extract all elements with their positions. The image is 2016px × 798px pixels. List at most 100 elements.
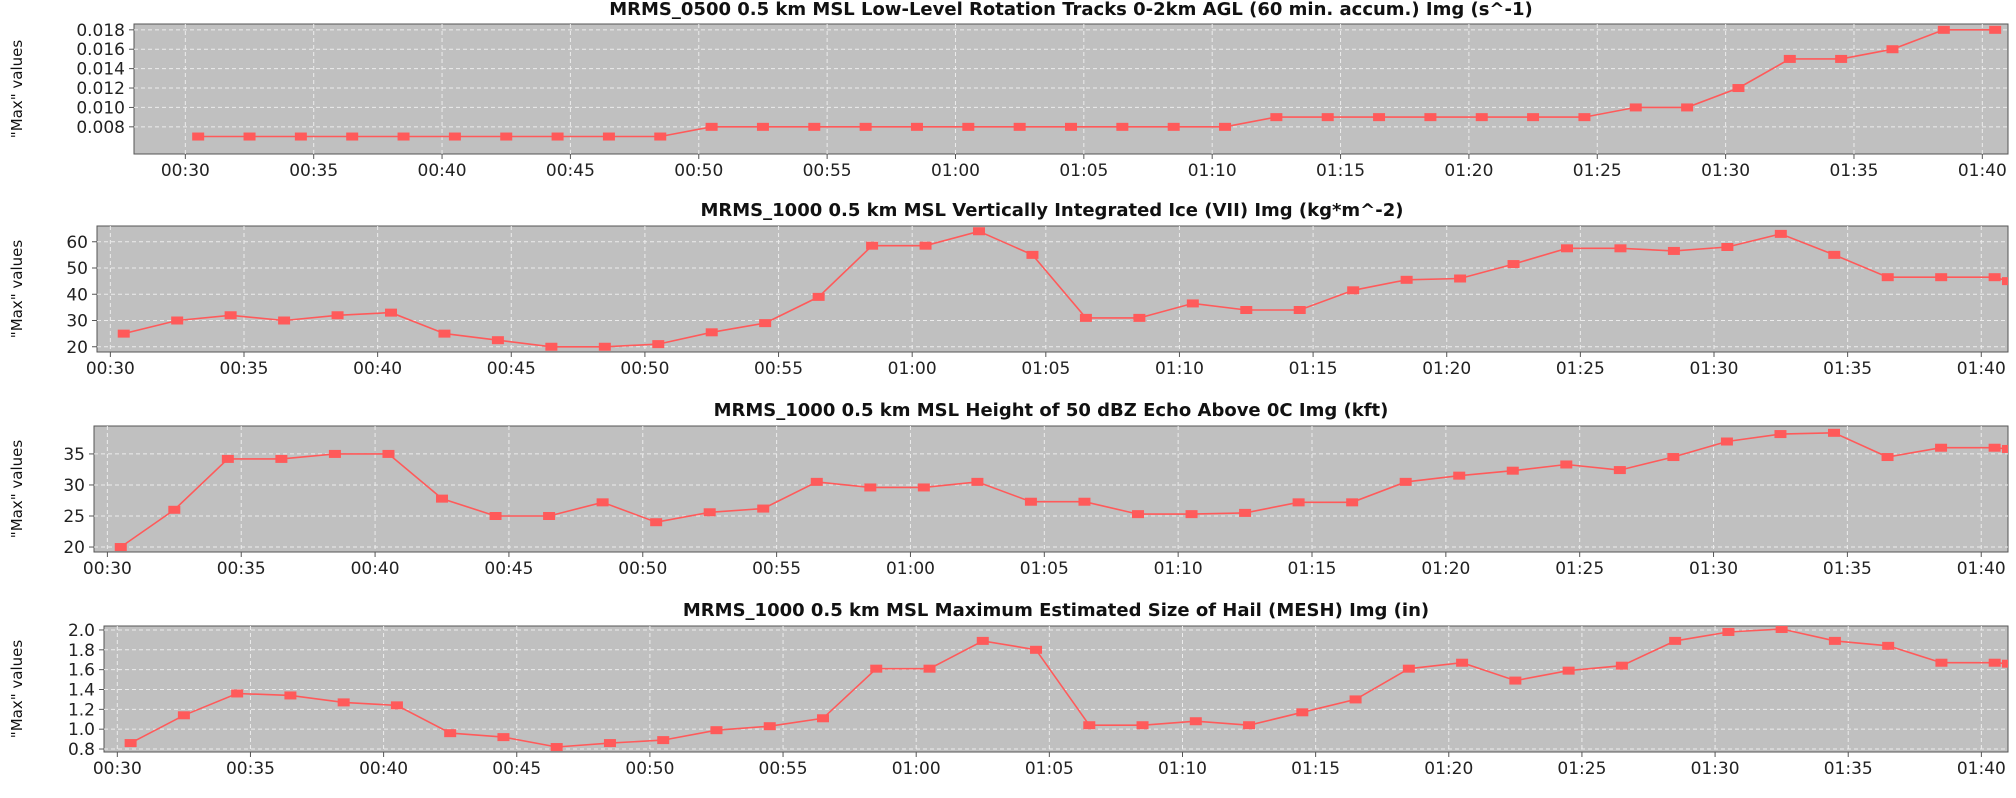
x-tick-label: 01:15 <box>1288 559 1337 579</box>
data-point <box>1078 497 1091 506</box>
series-1 <box>192 25 2002 141</box>
data-point <box>1185 510 1198 519</box>
x-tick-label: 00:45 <box>484 559 533 579</box>
data-point <box>1669 636 1682 645</box>
data-point <box>1509 676 1522 685</box>
data-point <box>192 132 205 141</box>
data-point <box>436 494 448 503</box>
x-tick-label: 01:20 <box>1444 161 1493 181</box>
data-point <box>1065 122 1077 131</box>
x-tick-label: 01:15 <box>1291 759 1340 779</box>
y-tick-label: 1.6 <box>68 661 95 681</box>
data-point <box>1828 636 1841 645</box>
data-point <box>602 132 615 141</box>
data-point <box>1835 54 1848 63</box>
data-point <box>1373 113 1386 122</box>
data-point <box>1935 658 1948 667</box>
data-point <box>654 132 667 141</box>
x-tick-label: 00:40 <box>351 559 400 579</box>
x-tick-label: 01:40 <box>1957 359 2006 379</box>
x-tick-label: 00:50 <box>625 759 674 779</box>
y-tick-label: 0.010 <box>76 98 125 118</box>
data-point <box>816 714 829 723</box>
data-point <box>705 328 718 337</box>
x-tick-label: 00:45 <box>492 759 541 779</box>
x-tick-label: 01:15 <box>1316 161 1365 181</box>
data-point <box>759 319 772 328</box>
chart-title: MRMS_1000 0.5 km MSL Height of 50 dBZ Ec… <box>714 400 1389 421</box>
x-tick-label: 01:00 <box>892 759 941 779</box>
data-point <box>808 122 821 131</box>
y-axis-label: "Max" values <box>8 640 26 739</box>
data-point <box>551 132 564 141</box>
x-tick-label: 00:50 <box>674 161 723 181</box>
y-axis-label: "Max" values <box>8 440 26 539</box>
data-point <box>331 311 344 320</box>
data-point <box>923 664 936 673</box>
chart-title: MRMS_0500 0.5 km MSL Low-Level Rotation … <box>609 0 1532 20</box>
data-point <box>962 122 975 131</box>
data-point <box>2002 444 2008 453</box>
x-tick-label: 01:35 <box>1829 161 1878 181</box>
data-point <box>1886 45 1899 54</box>
data-point <box>1079 313 1092 322</box>
x-tick-label: 01:30 <box>1701 161 1750 181</box>
data-point <box>390 701 403 710</box>
series-1 <box>124 626 2008 752</box>
series-line <box>198 28 1996 138</box>
plot-area <box>93 425 2009 553</box>
x-tick-label: 00:40 <box>359 759 408 779</box>
x-tick-label: 01:25 <box>1573 161 1622 181</box>
x-tick-label: 01:05 <box>1025 759 1074 779</box>
x-tick-label: 00:50 <box>618 559 667 579</box>
y-tick-label: 0.014 <box>76 60 125 80</box>
x-tick-label: 01:10 <box>1188 161 1237 181</box>
data-point <box>1988 273 2001 282</box>
y-tick-label: 40 <box>66 285 88 305</box>
x-tick-label: 01:30 <box>1689 559 1738 579</box>
data-point <box>657 736 670 745</box>
x-tick-label: 01:05 <box>1059 161 1108 181</box>
y-tick-label: 20 <box>63 538 85 558</box>
data-point <box>1026 250 1039 259</box>
data-point <box>278 316 291 325</box>
data-point <box>1270 113 1283 122</box>
x-tick-label: 01:35 <box>1824 759 1873 779</box>
data-point <box>117 329 130 338</box>
data-point <box>1402 664 1415 673</box>
x-tick-label: 01:25 <box>1555 559 1604 579</box>
data-point <box>1667 453 1680 462</box>
x-tick-label: 00:40 <box>418 161 467 181</box>
data-point <box>500 132 513 141</box>
y-tick-label: 25 <box>63 507 85 527</box>
x-tick-label: 00:30 <box>86 359 135 379</box>
x-tick-label: 01:05 <box>1020 559 1069 579</box>
data-point <box>971 477 984 486</box>
data-point <box>1453 471 1466 480</box>
data-point <box>221 454 234 463</box>
data-point <box>756 122 769 131</box>
x-tick-label: 00:30 <box>93 759 142 779</box>
y-tick-label: 0.012 <box>76 79 125 99</box>
data-point <box>1988 658 2001 667</box>
data-point <box>1399 477 1412 486</box>
data-point <box>1132 510 1144 519</box>
y-tick-label: 30 <box>66 312 88 332</box>
x-tick-label: 00:35 <box>226 759 275 779</box>
x-tick-label: 00:40 <box>353 359 402 379</box>
data-point <box>1136 721 1149 730</box>
data-point <box>2002 277 2008 286</box>
data-point <box>1615 661 1628 670</box>
data-point <box>1292 498 1305 507</box>
data-point <box>1506 466 1519 475</box>
data-point <box>1720 437 1733 446</box>
data-point <box>543 512 556 520</box>
data-point <box>1614 244 1627 253</box>
x-tick-label: 00:30 <box>161 161 210 181</box>
x-tick-label: 01:00 <box>886 559 935 579</box>
data-point <box>1989 25 2002 34</box>
data-point <box>1560 460 1573 469</box>
x-tick-label: 01:15 <box>1289 359 1338 379</box>
x-tick-label: 01:40 <box>1957 759 2006 779</box>
data-point <box>705 122 718 131</box>
